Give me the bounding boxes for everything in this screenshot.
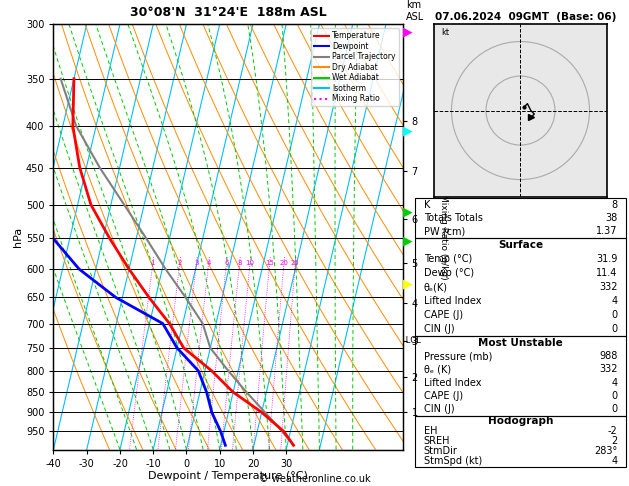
Text: 8: 8 bbox=[237, 260, 242, 266]
Text: 20: 20 bbox=[279, 260, 289, 266]
Text: -2: -2 bbox=[608, 426, 618, 436]
Text: © weatheronline.co.uk: © weatheronline.co.uk bbox=[259, 473, 370, 484]
Text: 3: 3 bbox=[194, 260, 199, 266]
Text: km
ASL: km ASL bbox=[406, 0, 424, 22]
Text: 332: 332 bbox=[599, 282, 618, 292]
Text: 283°: 283° bbox=[594, 446, 618, 456]
Text: 0: 0 bbox=[611, 310, 618, 320]
Text: 07.06.2024  09GMT  (Base: 06): 07.06.2024 09GMT (Base: 06) bbox=[435, 12, 616, 22]
Text: 15: 15 bbox=[265, 260, 274, 266]
Text: 0: 0 bbox=[611, 391, 618, 401]
Text: 4: 4 bbox=[611, 456, 618, 467]
Text: CIN (J): CIN (J) bbox=[423, 324, 454, 334]
Text: 8: 8 bbox=[611, 200, 618, 209]
Text: ▶: ▶ bbox=[403, 125, 413, 138]
Y-axis label: Mixing Ratio (g/kg): Mixing Ratio (g/kg) bbox=[440, 194, 448, 280]
Text: Pressure (mb): Pressure (mb) bbox=[423, 351, 492, 361]
Text: Hodograph: Hodograph bbox=[488, 416, 553, 426]
Text: Dewp (°C): Dewp (°C) bbox=[423, 268, 474, 278]
X-axis label: Dewpoint / Temperature (°C): Dewpoint / Temperature (°C) bbox=[148, 471, 308, 481]
Text: StmDir: StmDir bbox=[423, 446, 457, 456]
Text: Totals Totals: Totals Totals bbox=[423, 213, 482, 223]
Text: 25: 25 bbox=[291, 260, 299, 266]
Y-axis label: hPa: hPa bbox=[13, 227, 23, 247]
Text: kt: kt bbox=[441, 28, 449, 36]
Text: LCL: LCL bbox=[403, 336, 420, 346]
Text: Temp (°C): Temp (°C) bbox=[423, 254, 472, 264]
Text: 332: 332 bbox=[599, 364, 618, 374]
Text: K: K bbox=[423, 200, 430, 209]
Text: 11.4: 11.4 bbox=[596, 268, 618, 278]
Text: θₑ(K): θₑ(K) bbox=[423, 282, 448, 292]
Text: Lifted Index: Lifted Index bbox=[423, 378, 481, 387]
Legend: Temperature, Dewpoint, Parcel Trajectory, Dry Adiabat, Wet Adiabat, Isotherm, Mi: Temperature, Dewpoint, Parcel Trajectory… bbox=[311, 28, 399, 106]
Text: PW (cm): PW (cm) bbox=[423, 226, 465, 236]
Text: 0: 0 bbox=[611, 404, 618, 414]
Text: Surface: Surface bbox=[498, 240, 543, 250]
Text: CIN (J): CIN (J) bbox=[423, 404, 454, 414]
Text: 2: 2 bbox=[177, 260, 182, 266]
Text: Most Unstable: Most Unstable bbox=[478, 338, 563, 348]
Text: 4: 4 bbox=[611, 296, 618, 306]
Text: 4: 4 bbox=[611, 378, 618, 387]
Text: CAPE (J): CAPE (J) bbox=[423, 391, 463, 401]
Text: CAPE (J): CAPE (J) bbox=[423, 310, 463, 320]
Text: ▶: ▶ bbox=[403, 278, 413, 291]
Text: 0: 0 bbox=[611, 324, 618, 334]
Text: 988: 988 bbox=[599, 351, 618, 361]
Text: StmSpd (kt): StmSpd (kt) bbox=[423, 456, 482, 467]
Text: 1.37: 1.37 bbox=[596, 226, 618, 236]
Text: 4: 4 bbox=[206, 260, 211, 266]
Text: EH: EH bbox=[423, 426, 437, 436]
Text: θₑ (K): θₑ (K) bbox=[423, 364, 451, 374]
Text: Lifted Index: Lifted Index bbox=[423, 296, 481, 306]
Text: ▶: ▶ bbox=[403, 205, 413, 218]
Text: SREH: SREH bbox=[423, 436, 450, 446]
Text: 38: 38 bbox=[605, 213, 618, 223]
Text: 31.9: 31.9 bbox=[596, 254, 618, 264]
Text: ▶: ▶ bbox=[403, 25, 413, 38]
Text: 10: 10 bbox=[245, 260, 255, 266]
Text: 6: 6 bbox=[224, 260, 229, 266]
Text: 30°08'N  31°24'E  188m ASL: 30°08'N 31°24'E 188m ASL bbox=[130, 6, 326, 19]
Text: 1: 1 bbox=[150, 260, 155, 266]
Text: ▶: ▶ bbox=[403, 234, 413, 247]
Text: 2: 2 bbox=[611, 436, 618, 446]
